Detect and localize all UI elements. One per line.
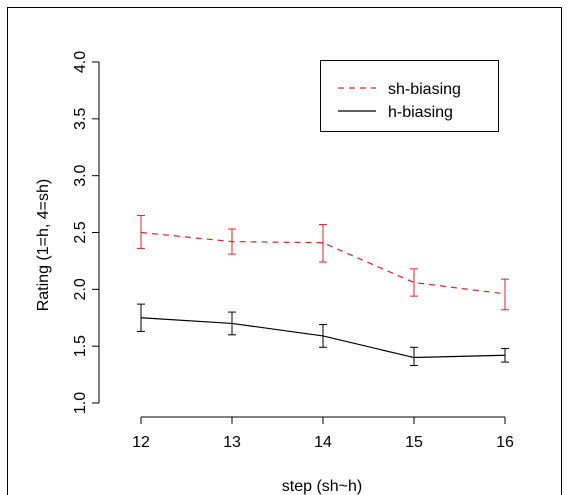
x-tick-label: 14	[314, 434, 332, 451]
y-axis: 1.0 1.5 2.0 2.5 3.0 3.5 4.0	[72, 51, 100, 414]
x-axis: 12 13 14 15 16	[132, 416, 514, 451]
y-tick-label: 1.5	[72, 335, 89, 357]
y-tick-label: 3.5	[72, 108, 89, 130]
series-sh-biasing	[137, 214, 509, 311]
error-bar-sh-biasing	[319, 224, 327, 263]
y-tick-label: 4.0	[72, 51, 89, 73]
x-tick-label: 12	[132, 434, 150, 451]
y-tick-label: 2.0	[72, 278, 89, 300]
x-tick-label: 15	[405, 434, 423, 451]
error-bar-sh-biasing	[501, 278, 509, 311]
x-axis-title: step (sh~h)	[282, 478, 362, 495]
error-bar-h-biasing	[410, 346, 418, 366]
legend-box	[320, 60, 499, 132]
y-tick-label: 3.0	[72, 164, 89, 186]
series-h-biasing	[137, 303, 509, 366]
series-layer	[137, 214, 509, 366]
y-tick-label: 2.5	[72, 221, 89, 243]
legend-label-sh-biasing: sh-biasing	[388, 81, 461, 98]
x-tick-label: 16	[496, 434, 514, 451]
legend: sh-biasing h-biasing	[320, 60, 499, 132]
error-bar-sh-biasing	[137, 214, 145, 249]
series-line-sh-biasing	[140, 231, 506, 295]
y-tick-label: 1.0	[72, 392, 89, 414]
plot-frame	[7, 7, 562, 495]
x-tick-label: 13	[223, 434, 241, 451]
y-axis-title: Rating (1=h, 4=sh)	[35, 179, 52, 312]
legend-label-h-biasing: h-biasing	[388, 104, 453, 121]
